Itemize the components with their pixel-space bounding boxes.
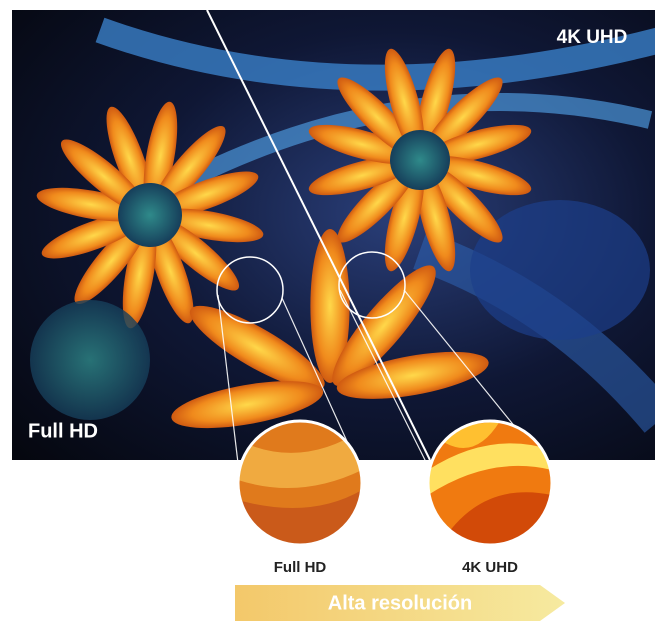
caption: 4K UHD <box>462 559 518 576</box>
photo: 4K UHD Full HD <box>12 10 655 460</box>
banner-arrow <box>235 585 565 621</box>
caption: Full HD <box>274 559 327 576</box>
banner-text: Alta resolución <box>328 592 472 614</box>
zoom-4k <box>426 419 554 547</box>
zoom-fullhd <box>236 419 364 547</box>
label-fullhd: Full HD <box>28 420 98 442</box>
label-4k: 4K UHD <box>557 27 628 48</box>
